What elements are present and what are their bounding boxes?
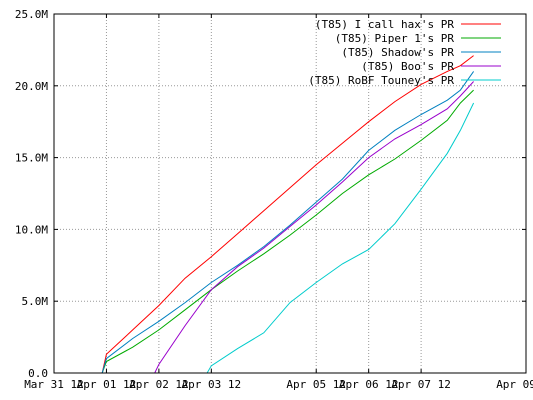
legend: (T85) I call hax's PR(T85) Piper 1's PR(… bbox=[308, 18, 501, 87]
series-line-4 bbox=[154, 81, 474, 374]
plot-area bbox=[54, 14, 526, 373]
legend-label: (T85) Boo's PR bbox=[361, 60, 454, 73]
y-tick-label: 20.0M bbox=[15, 80, 48, 93]
y-tick-label: 0.0 bbox=[28, 367, 48, 380]
series-line-2 bbox=[101, 89, 474, 374]
series-line-5 bbox=[206, 102, 475, 374]
x-tick-label: Apr 01 12 bbox=[77, 378, 137, 391]
plot-frame bbox=[53, 13, 527, 374]
series-lines bbox=[101, 55, 475, 374]
y-tick-label: 25.0M bbox=[15, 8, 48, 21]
x-tick-label: Apr 03 12 bbox=[182, 378, 242, 391]
legend-label: (T85) RoBF Touney's PR bbox=[308, 74, 454, 87]
series-line-3 bbox=[101, 71, 475, 374]
x-tick-label: Apr 02 12 bbox=[129, 378, 189, 391]
x-tick-label: Apr 07 12 bbox=[391, 378, 451, 391]
x-tick-label: Apr 06 12 bbox=[339, 378, 399, 391]
grid-lines bbox=[54, 14, 526, 373]
legend-label: (T85) Piper 1's PR bbox=[335, 32, 455, 45]
x-tick-label: Apr 05 12 bbox=[286, 378, 346, 391]
x-tick-label: Apr 09 12 bbox=[496, 378, 533, 391]
y-tick-label: 15.0M bbox=[15, 152, 48, 165]
x-tick-label: Mar 31 12 bbox=[24, 378, 84, 391]
y-tick-label: 5.0M bbox=[22, 295, 49, 308]
legend-label: (T85) I call hax's PR bbox=[315, 18, 454, 31]
series-line-1 bbox=[101, 55, 474, 374]
legend-label: (T85) Shadow's PR bbox=[341, 46, 454, 59]
y-tick-label: 10.0M bbox=[15, 223, 48, 236]
